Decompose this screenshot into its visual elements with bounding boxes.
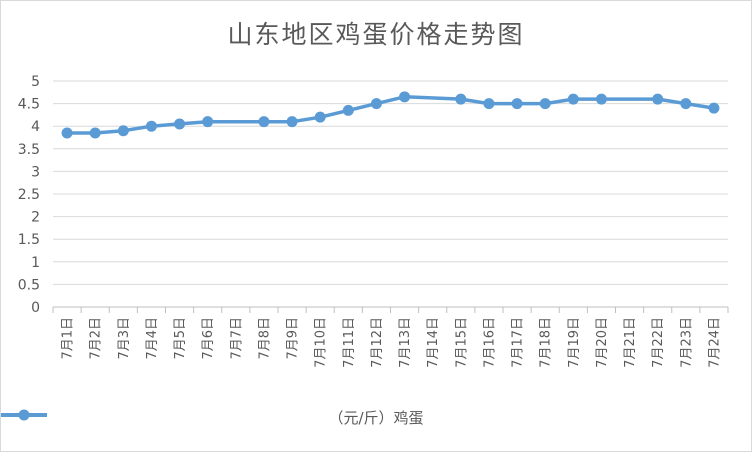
data-point <box>174 118 186 130</box>
x-tick-label: 7月1日 <box>61 317 76 360</box>
x-tick-label: 7月16日 <box>482 317 497 368</box>
data-point <box>370 98 382 110</box>
y-tick-label: 0 <box>31 300 40 316</box>
data-point <box>539 98 551 110</box>
y-tick-label: 0.5 <box>18 277 40 293</box>
data-point <box>455 93 467 105</box>
x-tick-label: 7月20日 <box>595 317 610 368</box>
x-tick-label: 7月6日 <box>201 317 216 360</box>
data-point <box>399 91 411 103</box>
data-point <box>708 102 720 114</box>
data-point <box>342 104 354 116</box>
y-tick-label: 4.5 <box>18 97 40 113</box>
data-point <box>595 93 607 105</box>
x-tick-label: 7月11日 <box>342 317 357 368</box>
x-tick-label: 7月23日 <box>679 317 694 368</box>
x-tick-label: 7月22日 <box>651 317 666 368</box>
x-tick-label: 7月18日 <box>539 317 554 368</box>
data-point <box>89 127 101 139</box>
series-line <box>67 95 715 135</box>
data-point <box>258 116 270 128</box>
legend-swatch <box>1 409 47 421</box>
legend: （元/斤）鸡蛋 <box>1 407 751 428</box>
x-tick-label: 7月15日 <box>454 317 469 368</box>
x-tick-label: 7月2日 <box>89 317 104 360</box>
data-point <box>567 93 579 105</box>
y-tick-label: 4 <box>31 119 40 135</box>
chart-title: 山东地区鸡蛋价格走势图 <box>227 20 525 49</box>
legend-label: （元/斤）鸡蛋 <box>328 409 424 427</box>
x-tick-label: 7月12日 <box>370 317 385 368</box>
data-point <box>511 98 523 110</box>
x-tick-label: 7月5日 <box>173 317 188 360</box>
x-tick-label: 7月3日 <box>117 317 132 360</box>
y-tick-label: 3.5 <box>18 142 40 158</box>
y-tick-label: 1 <box>31 255 40 271</box>
y-tick-label: 1.5 <box>18 232 40 248</box>
x-tick-label: 7月10日 <box>314 317 329 368</box>
data-point <box>652 93 664 105</box>
x-tick-label: 7月8日 <box>257 317 272 360</box>
x-tick-label: 7月4日 <box>145 317 160 360</box>
x-tick-label: 7月19日 <box>567 317 582 368</box>
x-tick-label: 7月24日 <box>707 317 722 368</box>
data-point <box>202 116 214 128</box>
data-point <box>145 120 157 132</box>
x-tick-label: 7月9日 <box>286 317 301 360</box>
x-tick-label: 7月17日 <box>511 317 526 368</box>
x-tick-label: 7月14日 <box>426 317 441 368</box>
x-tick-label: 7月7日 <box>229 317 244 360</box>
x-tick-label: 7月21日 <box>623 317 638 368</box>
y-tick-label: 2.5 <box>18 187 40 203</box>
data-point <box>680 98 692 110</box>
y-tick-label: 2 <box>31 210 40 226</box>
data-point <box>286 116 298 128</box>
y-tick-label: 3 <box>31 164 40 180</box>
data-point <box>483 98 495 110</box>
data-point <box>61 127 73 139</box>
y-tick-label: 5 <box>31 74 40 90</box>
x-tick-label: 7月13日 <box>398 317 413 368</box>
data-point <box>314 111 326 123</box>
data-point <box>117 125 129 137</box>
